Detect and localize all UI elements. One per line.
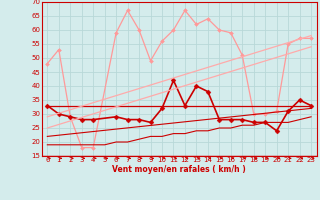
X-axis label: Vent moyen/en rafales ( km/h ): Vent moyen/en rafales ( km/h ): [112, 165, 246, 174]
